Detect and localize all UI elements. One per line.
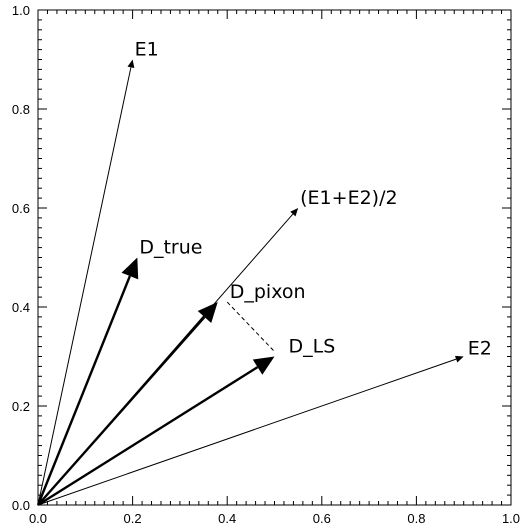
y-tick-label: 0.4 bbox=[12, 300, 30, 315]
vector-shaft bbox=[36, 275, 131, 506]
vector-arrowhead bbox=[127, 59, 135, 69]
y-tick-labels: 0.0 0.2 0.4 0.6 0.8 1.0 bbox=[12, 3, 30, 513]
vector-label: E2 bbox=[468, 338, 492, 360]
vector-e1 bbox=[37, 59, 135, 506]
x-tick-label: 0.4 bbox=[218, 511, 236, 526]
x-tick-label: 1.0 bbox=[502, 511, 520, 526]
x-tick-label: 0.2 bbox=[124, 511, 142, 526]
dashed-connector bbox=[226, 301, 275, 352]
y-tick-label: 0.0 bbox=[12, 498, 30, 513]
vector-arrowhead bbox=[290, 208, 299, 217]
vector-arrowhead bbox=[197, 302, 218, 323]
vector-label: D_pixon bbox=[230, 281, 306, 303]
x-tick-label: 0.8 bbox=[407, 511, 425, 526]
vector-e2 bbox=[37, 355, 464, 506]
vector-labels: E1 E2 (E1+E2)/2 D_true D_pixon D_LS bbox=[135, 39, 492, 360]
vector-shaft bbox=[37, 366, 259, 507]
vector-shaft bbox=[37, 358, 457, 506]
y-tick-label: 0.8 bbox=[12, 102, 30, 117]
vector-shaft bbox=[37, 67, 132, 506]
axis-ticks bbox=[37, 9, 512, 506]
vector-shaft bbox=[37, 316, 206, 506]
vector-d-ls bbox=[37, 356, 275, 507]
vector-arrowhead bbox=[454, 355, 464, 363]
y-tick-label: 1.0 bbox=[12, 3, 30, 18]
vector-arrowhead bbox=[121, 257, 139, 280]
plot-frame bbox=[37, 9, 512, 506]
y-tick-label: 0.6 bbox=[12, 201, 30, 216]
x-tick-label: 0.0 bbox=[29, 511, 47, 526]
vector-arrowhead bbox=[252, 356, 275, 375]
vector-d-true bbox=[36, 257, 139, 506]
vector-label: E1 bbox=[135, 39, 159, 61]
vector-label: (E1+E2)/2 bbox=[300, 187, 397, 209]
y-tick-label: 0.2 bbox=[12, 399, 30, 414]
x-tick-labels: 0.0 0.2 0.4 0.6 0.8 1.0 bbox=[29, 511, 520, 526]
vector-label: D_LS bbox=[289, 336, 336, 358]
vector-layer bbox=[36, 59, 464, 507]
vector-label: D_true bbox=[139, 237, 202, 259]
x-tick-label: 0.6 bbox=[313, 511, 331, 526]
vector-d-pixon bbox=[37, 302, 218, 506]
